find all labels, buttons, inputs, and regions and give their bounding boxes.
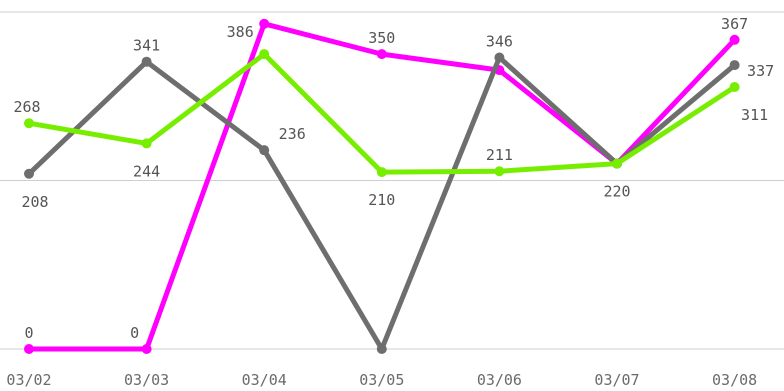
data-label: 341: [133, 37, 160, 55]
series-3-point-6: [612, 158, 622, 169]
data-label: 211: [486, 146, 513, 164]
series-2-point-1: [24, 168, 34, 179]
series-3-point-7: [729, 81, 740, 92]
series-3-point-4: [376, 167, 387, 178]
series-lines: [24, 18, 740, 354]
series-2-point-7: [729, 60, 740, 71]
data-labels: 0 0 386 350 367 208 341 236 346 220 337 268 244 210 21…: [13, 15, 774, 342]
x-tick-label: 03/02: [6, 371, 51, 389]
x-tick-label: 03/08: [712, 371, 757, 389]
data-label: 244: [133, 162, 160, 180]
series-1-point-7: [729, 34, 740, 45]
series-1-point-2: [141, 344, 152, 354]
x-axis-tick-labels: 03/02 03/03 03/04 03/05 03/06 03/07 03/08: [6, 371, 757, 389]
series-3-point-2: [141, 138, 152, 149]
gridlines: [0, 11, 784, 350]
data-label: 210: [368, 191, 395, 209]
series-2-point-3: [259, 145, 270, 156]
series-3-point-3: [259, 49, 270, 60]
series-1-point-3: [259, 18, 270, 29]
series-3-point-1: [24, 118, 34, 129]
series-2-point-5: [494, 52, 505, 63]
series-1-point-4: [376, 49, 387, 60]
data-label: 386: [227, 23, 254, 41]
series-2-point-2: [141, 56, 152, 67]
data-label: 208: [21, 193, 48, 211]
data-label: 311: [741, 106, 768, 124]
data-label: 337: [747, 62, 774, 80]
x-tick-label: 03/07: [594, 371, 639, 389]
data-label: 236: [279, 125, 306, 143]
data-label: 268: [13, 98, 40, 116]
data-label: 0: [130, 324, 139, 342]
data-label: 220: [603, 183, 630, 201]
data-label: 346: [486, 32, 513, 50]
series-1-point-1: [24, 344, 34, 354]
x-tick-label: 03/05: [359, 371, 404, 389]
data-label: 367: [721, 15, 748, 33]
data-label: 0: [24, 324, 33, 342]
x-tick-label: 03/03: [124, 371, 169, 389]
x-tick-label: 03/04: [242, 371, 287, 389]
x-tick-label: 03/06: [477, 371, 522, 389]
series-3-point-5: [494, 166, 505, 177]
series-2-point-4: [376, 344, 387, 354]
data-label: 350: [368, 29, 395, 47]
